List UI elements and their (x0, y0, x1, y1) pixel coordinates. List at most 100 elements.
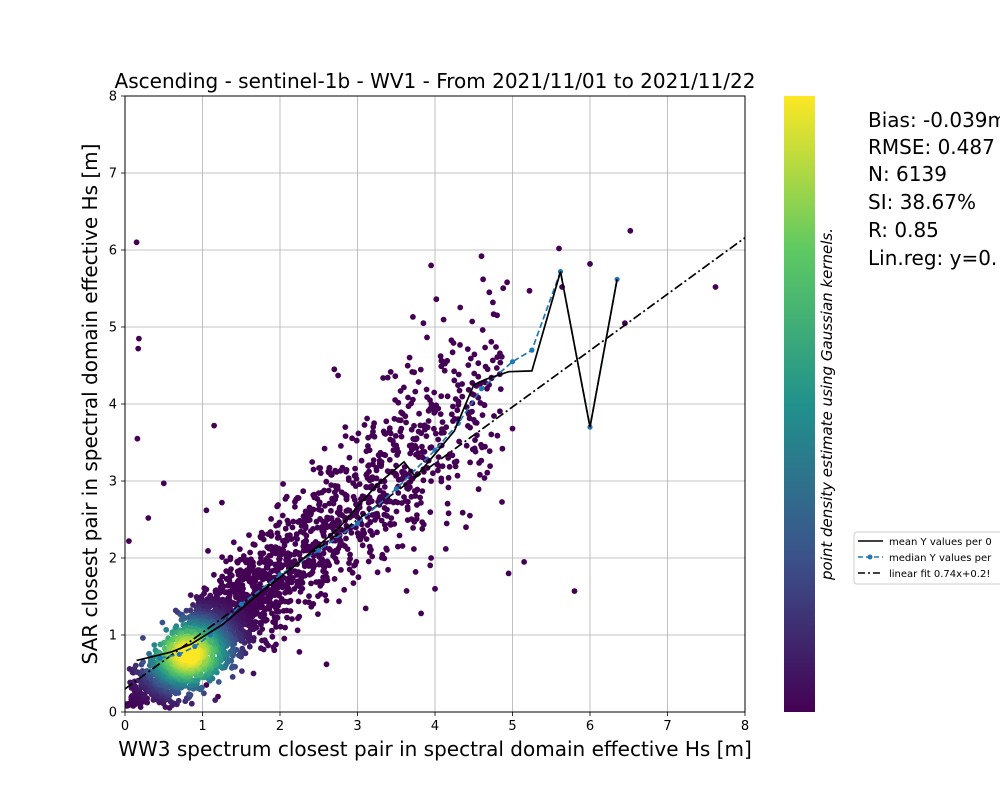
scatter-point (365, 434, 371, 441)
scatter-point (431, 425, 437, 432)
scatter-point (463, 524, 469, 531)
scatter-point (140, 659, 147, 665)
scatter-point (281, 635, 288, 642)
scatter-point (323, 661, 330, 668)
scatter-point (195, 685, 201, 692)
scatter-point (405, 394, 411, 401)
scatter-point (359, 542, 366, 549)
scatter-point (363, 448, 370, 455)
scatter-point (417, 422, 424, 429)
scatter-point (396, 532, 403, 539)
scatter-point (307, 528, 314, 535)
scatter-point (410, 314, 416, 320)
scatter-point (381, 505, 388, 511)
scatter-point (497, 408, 503, 415)
y-tick-label: 6 (109, 244, 117, 259)
scatter-point (418, 610, 424, 617)
stat-bias: Bias: -0.039m (868, 108, 1000, 132)
y-tick-label: 1 (109, 629, 117, 644)
scatter-point (270, 619, 276, 625)
scatter-point (212, 697, 219, 703)
scatter-point (159, 619, 166, 626)
scatter-point (353, 475, 360, 482)
scatter-point (355, 430, 362, 437)
scatter-point (378, 463, 384, 470)
scatter-point (282, 589, 288, 596)
scatter-point (407, 450, 414, 457)
scatter-point (268, 627, 275, 634)
scatter-point (372, 517, 378, 523)
scatter-point (292, 541, 299, 547)
colorbar (784, 96, 815, 712)
scatter-point (412, 569, 419, 575)
scatter-point (169, 630, 176, 637)
scatter-point (211, 571, 217, 578)
scatter-point (383, 498, 390, 505)
scatter-point (327, 547, 333, 553)
mean-line (136, 271, 618, 662)
scatter-point (374, 529, 380, 536)
scatter-point (258, 645, 264, 652)
scatter-point (455, 401, 462, 408)
scatter-point (467, 459, 473, 466)
median-point (478, 386, 485, 392)
scatter-point (336, 598, 342, 605)
scatter-point (280, 481, 286, 487)
axis-ticks: 0 1 2 3 4 5 6 7 8 0 1 2 3 4 5 6 7 8 (109, 90, 749, 735)
scatter-point (274, 503, 280, 510)
scatter-point (449, 349, 456, 356)
legend-label-linear: linear fit 0.74x+0.2! (889, 569, 990, 580)
scatter-point (298, 523, 305, 529)
scatter-point (587, 261, 593, 267)
scatter-point (328, 482, 335, 488)
scatter-point (135, 345, 142, 352)
scatter-point (491, 413, 497, 419)
scatter-point (404, 517, 411, 523)
legend: mean Y values per 0 median Y values per … (853, 531, 1000, 585)
scatter-point (488, 338, 495, 345)
scatter-point (448, 411, 455, 418)
scatter-point (303, 532, 310, 539)
scatter-point (446, 463, 453, 470)
scatter-point (296, 649, 303, 655)
stat-si: SI: 38.67% (868, 190, 976, 214)
scatter-point (295, 519, 301, 525)
scatter-point (384, 468, 391, 474)
scatter-point (469, 318, 476, 325)
median-point (176, 651, 182, 657)
scatter-point (411, 546, 417, 552)
scatter-point (489, 357, 496, 364)
scatter-point (420, 320, 427, 327)
scatter-point (457, 304, 464, 311)
scatter-point (316, 561, 323, 568)
scatter-point (323, 478, 330, 485)
scatter-point (351, 562, 357, 569)
scatter-point (269, 610, 275, 617)
scatter-point (234, 559, 241, 566)
scatter-point (369, 553, 376, 560)
scatter-point (294, 578, 301, 585)
scatter-point (425, 418, 432, 424)
scatter-point (132, 662, 139, 669)
scatter-point (317, 470, 324, 476)
scatter-point (256, 560, 263, 566)
median-point (354, 520, 361, 527)
scatter-point (355, 574, 362, 581)
scatter-point (268, 533, 275, 539)
scatter-point (404, 485, 410, 492)
scatter-point (381, 511, 388, 518)
scatter-point (441, 367, 448, 374)
scatter-point (417, 366, 424, 373)
scatter-point (427, 444, 434, 451)
scatter-point (211, 422, 218, 429)
scatter-point (328, 471, 334, 478)
scatter-point (316, 465, 322, 471)
scatter-point (341, 586, 348, 593)
scatter-point (363, 484, 370, 491)
scatter-point (373, 467, 380, 474)
scatter-point (370, 424, 377, 430)
scatter-point (331, 366, 338, 373)
scatter-point (431, 409, 438, 416)
scatter-point (269, 633, 276, 640)
scatter-point (264, 565, 271, 571)
